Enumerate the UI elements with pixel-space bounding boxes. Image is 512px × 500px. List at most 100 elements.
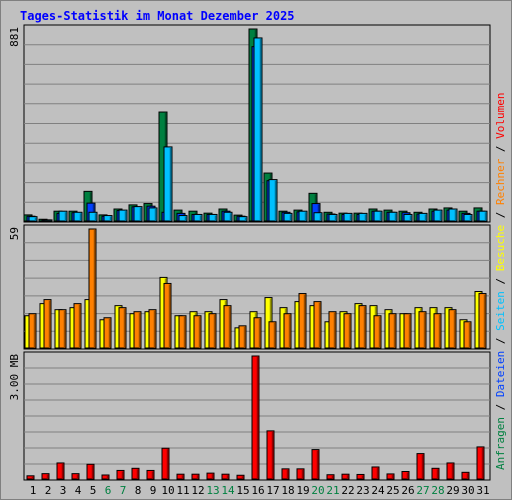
bar-rechner-day-19 [298, 293, 307, 349]
panel-2: 59 [8, 224, 491, 350]
x-tick-label: 21 [326, 484, 339, 497]
panel-1: 881 [8, 24, 491, 223]
bar-volumen-day-22 [341, 473, 350, 480]
x-tick-label: 19 [296, 484, 309, 497]
bar-seiten-day-7 [118, 209, 128, 222]
bar-seiten-day-17 [268, 179, 278, 222]
legend-entry-seiten: Seiten [494, 291, 507, 331]
bar-seiten-day-26 [403, 213, 413, 222]
legend-entry-dateien: Dateien [494, 351, 507, 397]
x-tick-label: 23 [356, 484, 369, 497]
bar-seiten-day-13 [208, 213, 218, 222]
bar-seiten-day-14 [223, 211, 233, 222]
bar-rechner-day-12 [193, 315, 202, 349]
bar-rechner-day-3 [58, 309, 67, 349]
bar-rechner-day-20 [313, 301, 322, 349]
x-tick-label: 24 [371, 484, 385, 497]
bar-rechner-day-1 [28, 313, 37, 349]
bar-seiten-day-21 [328, 213, 338, 222]
bar-seiten-day-11 [178, 215, 188, 222]
bar-rechner-day-2 [43, 299, 52, 349]
bar-rechner-day-27 [418, 311, 427, 349]
x-tick-label: 9 [150, 484, 157, 497]
x-tick-label: 1 [30, 484, 37, 497]
x-tick-label: 20 [311, 484, 324, 497]
bar-seiten-day-24 [373, 210, 383, 222]
bar-volumen-day-29 [446, 462, 455, 480]
legend-entry-besuche: Besuche [494, 225, 507, 271]
x-tick-label: 25 [386, 484, 399, 497]
bar-seiten-day-20 [313, 212, 323, 222]
chart-legend: Anfragen / Dateien / Seiten / Besuche / … [494, 92, 507, 470]
bar-volumen-day-25 [386, 473, 395, 480]
bar-seiten-day-29 [448, 208, 458, 222]
x-tick-label: 31 [476, 484, 489, 497]
bar-seiten-day-31 [478, 210, 488, 222]
bar-rechner-day-15 [238, 325, 247, 349]
bar-seiten-day-22 [343, 212, 353, 222]
bar-rechner-day-4 [73, 303, 82, 349]
bar-rechner-day-14 [223, 305, 232, 349]
x-tick-label: 10 [161, 484, 174, 497]
bar-volumen-day-30 [461, 471, 470, 480]
bar-volumen-day-12 [191, 473, 200, 480]
x-tick-label: 26 [401, 484, 414, 497]
x-tick-label: 22 [341, 484, 354, 497]
bar-rechner-day-9 [148, 309, 157, 349]
legend-separator: / [494, 271, 507, 291]
x-axis-day-labels: 1 2 3 4 5 6 7 8 9 10 11 12 13 14 15 16 17 18 19 20 21 22 23 24 2… [30, 484, 490, 497]
bar-rechner-day-18 [283, 313, 292, 349]
bar-volumen-day-2 [41, 473, 50, 480]
x-tick-label: 28 [431, 484, 444, 497]
x-tick-label: 8 [135, 484, 142, 497]
bar-rechner-day-25 [388, 313, 397, 349]
bar-volumen-day-3 [56, 462, 65, 480]
bar-rechner-day-26 [403, 313, 412, 349]
chart-title: Tages-Statistik im Monat Dezember 2025 [20, 9, 295, 23]
bar-rechner-day-22 [343, 313, 352, 349]
x-tick-label: 2 [45, 484, 52, 497]
bar-seiten-day-19 [298, 210, 308, 222]
bar-volumen-day-24 [371, 466, 380, 480]
bar-volumen-day-31 [476, 446, 485, 480]
bar-seiten-day-28 [433, 209, 443, 222]
bar-volumen-day-14 [221, 473, 230, 480]
bar-seiten-day-15 [238, 216, 248, 222]
bar-volumen-day-11 [176, 473, 185, 480]
bar-volumen-day-4 [71, 473, 80, 480]
bar-rechner-day-30 [463, 321, 472, 349]
legend-entry-volumen: Volumen [494, 92, 507, 138]
x-tick-label: 29 [446, 484, 459, 497]
bar-volumen-day-26 [401, 471, 410, 480]
bar-volumen-day-20 [311, 449, 320, 480]
bar-rechner-day-5 [88, 228, 97, 349]
legend-separator: / [494, 331, 507, 351]
x-tick-label: 12 [191, 484, 204, 497]
bar-volumen-day-28 [431, 467, 440, 480]
x-tick-label: 16 [251, 484, 264, 497]
x-tick-label: 15 [236, 484, 249, 497]
bar-rechner-day-11 [178, 315, 187, 349]
bar-seiten-day-9 [148, 207, 158, 222]
bar-seiten-day-3 [58, 210, 68, 222]
x-tick-label: 6 [105, 484, 112, 497]
bar-volumen-day-8 [131, 467, 140, 480]
bar-seiten-day-2 [43, 219, 53, 222]
x-tick-label: 7 [120, 484, 127, 497]
x-tick-label: 14 [221, 484, 235, 497]
bar-seiten-day-23 [358, 212, 368, 222]
x-tick-label: 5 [90, 484, 97, 497]
x-tick-label: 4 [75, 484, 82, 497]
y-axis-max-label: 881 [8, 27, 21, 47]
x-tick-label: 18 [281, 484, 294, 497]
bar-volumen-day-1 [26, 475, 35, 480]
legend-entry-anfragen: Anfragen [494, 417, 507, 470]
bar-volumen-day-17 [266, 430, 275, 480]
bar-seiten-day-18 [283, 212, 293, 222]
bar-rechner-day-23 [358, 305, 367, 349]
bar-volumen-day-21 [326, 474, 335, 480]
bar-seiten-day-6 [103, 215, 113, 222]
legend-separator: / [494, 205, 507, 225]
bar-seiten-day-12 [193, 213, 203, 222]
bar-rechner-day-10 [163, 282, 172, 349]
